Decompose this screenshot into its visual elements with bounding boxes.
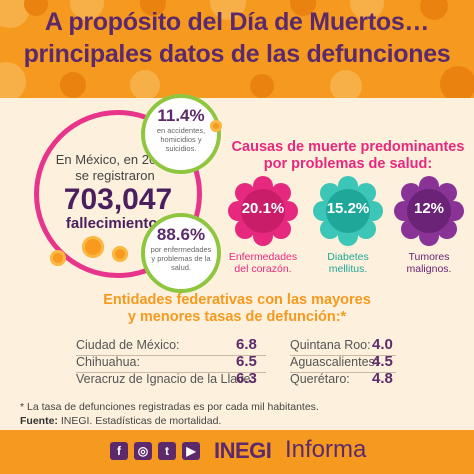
decorative-flower <box>330 70 362 98</box>
decorative-flower <box>140 0 166 16</box>
marigold-icon <box>112 246 128 262</box>
cause-heart-disease: 20.1% <box>227 175 299 247</box>
cause-label-heart: Enfermedades del corazón. <box>215 251 311 275</box>
page-title-line2: principales datos de las defunciones <box>23 40 451 68</box>
cause-label-line1: Enfermedades <box>228 251 298 263</box>
cause-label-line2: del corazón. <box>234 263 292 275</box>
state-name: Querétaro: <box>290 372 350 386</box>
cause-diabetes: 15.2% <box>312 175 384 247</box>
source-text: INEGI. Estadísticas de mortalidad. <box>60 415 222 427</box>
illness-percent: 88.6% <box>156 225 206 244</box>
state-rate: 6.5 <box>236 353 257 370</box>
state-name: Aguascalientes: <box>290 355 379 369</box>
cause-label-tumors: Tumores malignos. <box>381 251 474 275</box>
summary-text-line2: se registraron <box>75 168 155 183</box>
decorative-flower <box>250 74 274 98</box>
state-name: Ciudad de México: <box>76 338 180 352</box>
illness-description: por enfermedades y problemas de la salud… <box>150 245 212 272</box>
page-title-line1: A propósito del Día de Muertos… <box>44 8 430 36</box>
decorative-flower <box>130 70 160 98</box>
decorative-flower <box>210 0 246 20</box>
decorative-flower <box>24 0 48 16</box>
inegi-logo[interactable]: INEGI <box>214 438 272 463</box>
states-title-line2: y menores tasas de defunción:* <box>127 309 347 325</box>
state-rate: 4.8 <box>372 370 393 387</box>
illness-bubble: 88.6% por enfermedades y problemas de la… <box>141 213 221 293</box>
cause-value: 15.2% <box>326 200 370 217</box>
decorative-flower <box>60 72 86 98</box>
footnote: * La tasa de defunciones registradas es … <box>20 401 319 413</box>
cause-label-diabetes: Diabetes mellitus. <box>300 251 396 275</box>
marigold-icon <box>210 120 222 132</box>
flower-badge-icon <box>313 176 383 246</box>
states-title-line1: Entidades federativas con las mayores <box>103 292 371 308</box>
total-deaths-number: 703,047 <box>63 183 173 216</box>
accidents-description: en accidentes, homicidios y suicidios. <box>156 126 206 153</box>
state-rate: 6.3 <box>236 370 257 387</box>
state-name: Chihuahua: <box>76 355 140 369</box>
youtube-icon[interactable]: ▶ <box>182 442 200 460</box>
cause-label-line1: Diabetes <box>327 251 369 263</box>
total-deaths-label: fallecimientos. <box>65 215 171 232</box>
decorative-flower <box>70 0 104 20</box>
decorative-flower <box>440 66 474 98</box>
decorative-flower <box>350 0 384 20</box>
row-divider <box>76 355 266 356</box>
state-name: Veracruz de Ignacio de la Llave: <box>76 372 254 386</box>
state-name: Quintana Roo: <box>290 338 371 352</box>
marigold-icon <box>82 236 104 258</box>
facebook-icon[interactable]: f <box>110 442 128 460</box>
source-label: Fuente: <box>20 415 58 427</box>
footer-bar <box>0 430 474 474</box>
row-divider <box>290 355 396 356</box>
flower-badge-icon <box>228 176 298 246</box>
brand-subtitle: Informa <box>285 436 367 463</box>
decorative-flower <box>420 0 448 20</box>
cause-label-line2: mellitus. <box>328 263 368 275</box>
decorative-flower <box>290 0 316 16</box>
row-divider <box>290 372 396 373</box>
flower-badge-icon <box>394 176 464 246</box>
causes-title-line2: por problemas de salud: <box>263 156 433 172</box>
state-rate: 4.0 <box>372 336 393 353</box>
state-rate: 4.5 <box>372 353 393 370</box>
cause-tumors: 12% <box>393 175 465 247</box>
accidents-percent: 11.4% <box>157 106 205 125</box>
accidents-bubble: 11.4% en accidentes, homicidios y suicid… <box>141 94 221 174</box>
marigold-icon <box>50 250 66 266</box>
instagram-icon[interactable]: ◎ <box>134 442 152 460</box>
summary-text-line1: En México, en 2017, <box>55 152 175 167</box>
row-divider <box>76 372 266 373</box>
source-line: Fuente: INEGI. Estadísticas de mortalida… <box>20 415 221 427</box>
causes-title-line1: Causas de muerte predominantes <box>231 139 465 155</box>
cause-label-line2: malignos. <box>406 263 452 275</box>
header-banner <box>0 0 474 98</box>
cause-label-line1: Tumores <box>408 251 450 263</box>
twitter-icon[interactable]: t <box>158 442 176 460</box>
cause-value: 12% <box>413 200 445 217</box>
cause-value: 20.1% <box>241 200 285 217</box>
state-rate: 6.8 <box>236 336 257 353</box>
